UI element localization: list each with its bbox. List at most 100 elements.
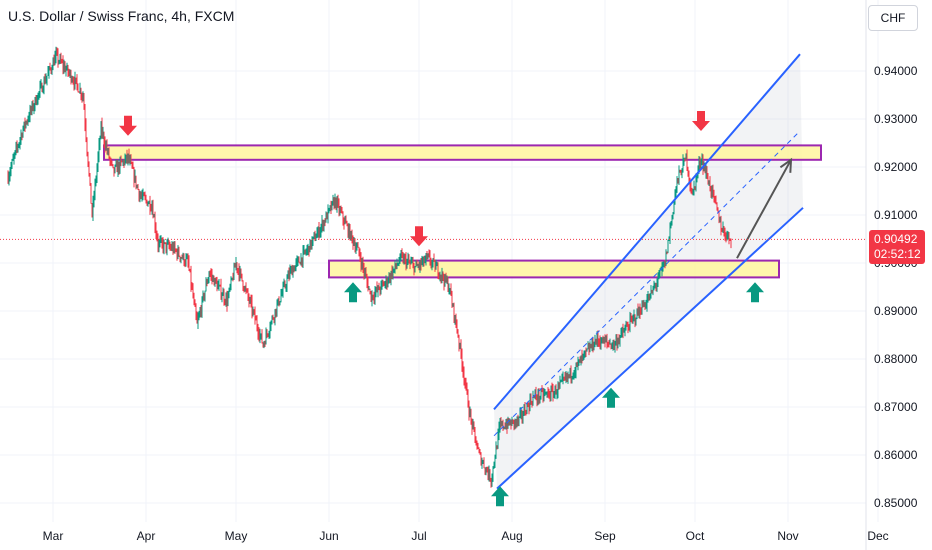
candle-body [39, 86, 41, 92]
candle-body [102, 133, 104, 135]
candle-body [211, 274, 213, 278]
sell-arrow-icon [692, 111, 710, 131]
candle-body [153, 216, 155, 218]
candle-body [618, 340, 620, 342]
y-axis: 0.940000.930000.920000.910000.900000.890… [874, 64, 918, 510]
candle-body [577, 361, 579, 364]
candle-body [693, 186, 695, 189]
candle-body [31, 103, 33, 111]
candle-body [630, 318, 632, 319]
candle-body [679, 171, 681, 173]
candle-body [230, 279, 232, 287]
candle-body [657, 278, 659, 283]
candle-body [459, 343, 461, 345]
candle-body [353, 243, 355, 245]
candle-body [255, 319, 257, 321]
candle-body [706, 170, 708, 178]
candle-body [184, 263, 186, 264]
candle-body [521, 411, 523, 418]
candle-body [298, 258, 300, 263]
candle-body [640, 313, 642, 315]
candle-body [389, 275, 391, 280]
candle-body [423, 257, 425, 263]
candle-body [594, 339, 596, 347]
candle-body [413, 263, 415, 272]
x-tick-label: Dec [867, 529, 888, 543]
candle-body [187, 258, 189, 262]
candle-body [414, 266, 416, 272]
candle-body [326, 213, 328, 220]
y-tick-label: 0.93000 [874, 112, 918, 126]
candle-body [301, 257, 303, 263]
candle-body [269, 328, 271, 333]
candle-body [112, 164, 114, 168]
buy-arrow-icon [746, 282, 764, 303]
candle-body [47, 72, 49, 76]
candle-body [25, 121, 27, 126]
candle-body [62, 61, 64, 68]
candle-body [656, 282, 658, 286]
candle-body [720, 221, 722, 230]
candle-body [48, 67, 50, 73]
candle-body [270, 321, 272, 329]
candle-body [140, 196, 142, 197]
candle-body [192, 288, 194, 298]
candle-body [259, 334, 261, 337]
candle-body [704, 165, 706, 173]
candle-body [227, 295, 229, 306]
candle-body [695, 176, 697, 188]
candle-body [60, 57, 62, 62]
candle-body [382, 282, 384, 284]
buy-arrow-icon [602, 387, 620, 408]
candle-body [285, 286, 287, 288]
candle-body [564, 377, 566, 379]
candle-body [682, 160, 684, 173]
candle-body [311, 240, 313, 247]
candle-body [531, 402, 533, 404]
candle-body [339, 209, 341, 212]
candle-body [614, 342, 616, 347]
candle-body [431, 262, 433, 265]
candle-body [471, 419, 473, 429]
candle-body [612, 341, 614, 346]
candle-body [312, 236, 314, 241]
candle-body [318, 228, 320, 236]
candle-body [323, 220, 325, 228]
candle-body [617, 340, 619, 346]
candle-body [68, 72, 70, 74]
candle-body [400, 254, 402, 255]
candle-body [257, 327, 259, 334]
candle-body [126, 155, 128, 160]
candle-body [198, 314, 200, 319]
candle-body [73, 81, 75, 86]
candle-body [427, 254, 429, 256]
candle-body [129, 159, 131, 161]
candle-body [46, 75, 48, 80]
candle-body [249, 299, 251, 302]
candle-body [152, 206, 154, 217]
candle-body [516, 418, 518, 423]
candle-body [670, 222, 672, 228]
drawing-lines [493, 53, 804, 490]
candle-body [672, 212, 674, 216]
candle-body [450, 288, 452, 296]
candle-body [537, 392, 539, 400]
candle-body [510, 421, 512, 426]
candle-body [96, 167, 98, 179]
candle-body [248, 297, 250, 302]
candle-body [274, 309, 276, 320]
candle-body [571, 376, 573, 378]
candle-body [502, 421, 504, 428]
currency-button[interactable]: CHF [868, 5, 918, 31]
candle-body [603, 338, 605, 344]
candle-body [185, 258, 187, 264]
candle-body [40, 84, 42, 87]
candle-body [591, 340, 593, 348]
candle-body [652, 287, 654, 293]
candle-body [590, 346, 592, 348]
candle-body [429, 255, 431, 263]
candle-body [418, 265, 420, 267]
candle-body [705, 170, 707, 173]
candle-body [127, 154, 129, 160]
